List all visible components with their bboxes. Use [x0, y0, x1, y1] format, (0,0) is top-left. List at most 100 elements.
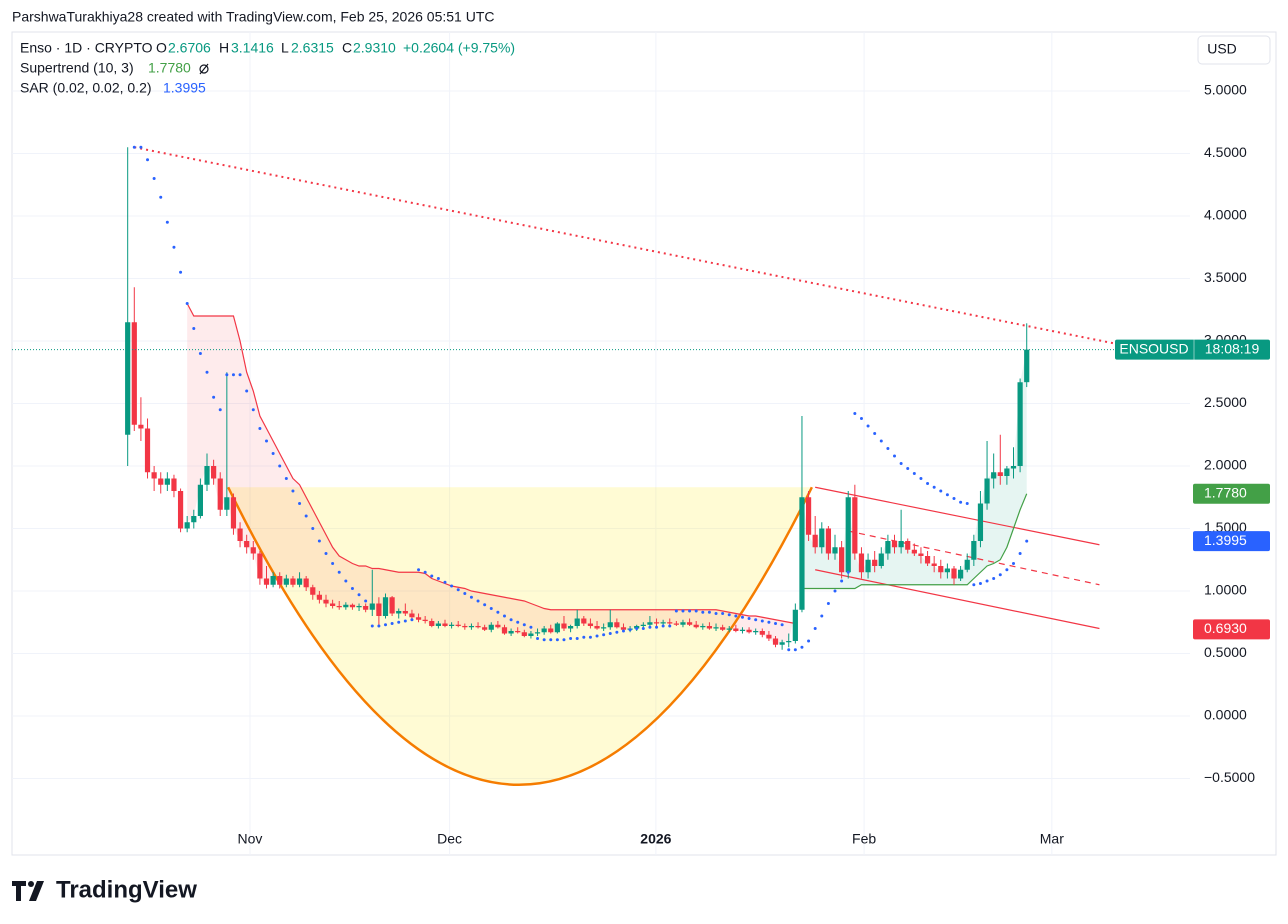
candle-body	[812, 534, 818, 548]
candle-body	[396, 611, 402, 614]
indicator-value: 1.3995	[163, 80, 206, 96]
hidden-icon[interactable]	[199, 63, 209, 75]
candle-body	[462, 626, 468, 628]
candle-body	[938, 566, 944, 573]
candle-body	[363, 606, 369, 610]
candle-body	[1017, 382, 1023, 466]
supertrend-fill	[801, 349, 1027, 589]
candle-body	[667, 622, 673, 624]
candle-body	[660, 622, 666, 624]
candle-body	[924, 556, 931, 564]
sar-dot	[912, 472, 916, 475]
candle-body	[541, 628, 547, 633]
candle-body	[951, 568, 957, 579]
x-tick-label: 2026	[640, 831, 671, 847]
sar-dot	[1018, 552, 1022, 555]
sar-dot	[740, 615, 744, 619]
indicator-name: Supertrend (10, 3)	[20, 60, 134, 76]
candle-body	[283, 578, 289, 585]
candle-body	[224, 497, 230, 510]
candle-body	[528, 633, 534, 636]
candle-body	[620, 627, 627, 630]
sar-dot	[840, 579, 844, 583]
sar-dot	[185, 302, 189, 305]
candle-body	[303, 578, 309, 588]
sar-dot	[469, 595, 473, 599]
sar-dot	[251, 408, 255, 412]
y-tick-label: 0.0000	[1204, 707, 1247, 723]
sar-dot	[516, 620, 520, 624]
sar-dot	[238, 373, 242, 377]
candle-body	[905, 541, 911, 550]
candle-body	[739, 629, 746, 631]
sar-dot	[357, 593, 361, 597]
candle-body	[415, 617, 422, 620]
sar-dot	[370, 624, 374, 628]
currency-button[interactable]	[1197, 35, 1271, 65]
sar-dot	[383, 623, 387, 627]
sar-dot	[212, 395, 216, 399]
candle-body	[944, 568, 950, 573]
candle-body	[779, 642, 785, 645]
y-tick-label: 3.5000	[1204, 269, 1247, 285]
sar-dot	[628, 628, 632, 632]
sar-dot	[873, 432, 877, 435]
candle-body	[872, 559, 878, 566]
candle-body	[713, 627, 719, 629]
ohlc-value: 3.1416	[231, 40, 274, 56]
candle-body	[984, 478, 990, 504]
candle-body	[343, 604, 349, 608]
candle-body	[977, 503, 984, 541]
sar-dot	[311, 527, 315, 530]
sar-dot	[978, 582, 982, 585]
sar-dot	[648, 625, 652, 629]
ohlc-value: 2.9310	[353, 40, 396, 56]
candle-body	[792, 609, 798, 641]
candle-body	[581, 618, 587, 624]
sar-dot	[780, 623, 784, 627]
sar-dot	[165, 220, 169, 224]
sar-dot	[939, 489, 943, 493]
y-tick-label: 2.5000	[1204, 394, 1247, 410]
footer-brand: TradingView	[56, 876, 197, 903]
candle-body	[429, 621, 435, 626]
sar-dot	[774, 622, 778, 625]
sar-dot	[298, 502, 302, 505]
candle-body	[270, 576, 276, 585]
candle-body	[753, 631, 759, 633]
sar-dot	[536, 637, 540, 640]
x-tick-label: Dec	[437, 831, 462, 847]
sar-dot	[417, 568, 421, 572]
candle-body	[680, 622, 686, 625]
candle-body	[191, 516, 197, 523]
sar-dot	[575, 637, 579, 640]
indicator-name: SAR (0.02, 0.02, 0.2)	[20, 80, 152, 96]
candle-body	[138, 424, 144, 429]
sar-dot	[139, 145, 143, 149]
sar-dot	[866, 424, 870, 428]
ohlc-label: H	[219, 40, 229, 56]
sar-dot	[906, 467, 910, 470]
sar-dot	[205, 370, 209, 374]
candle-body	[653, 622, 660, 624]
sar-dot	[443, 580, 447, 584]
candle-body	[601, 627, 607, 629]
candle-body	[336, 606, 342, 608]
sar-dot	[555, 638, 559, 642]
candle-body	[369, 603, 375, 610]
candle-body	[832, 547, 838, 554]
ohlc-value: 2.6706	[168, 40, 211, 56]
sar-dot	[760, 619, 764, 623]
candle-body	[171, 478, 177, 491]
sar-dot	[529, 625, 533, 629]
sar-dot	[945, 493, 949, 497]
candle-body	[759, 631, 765, 635]
candle-body	[515, 631, 521, 633]
candle-body	[918, 553, 924, 556]
candle-body	[1024, 349, 1030, 383]
sar-dot	[754, 618, 758, 622]
candle-body	[144, 428, 151, 473]
currency[interactable]: USD	[1207, 41, 1237, 57]
candle-body	[296, 578, 303, 585]
sar-dot	[668, 624, 672, 628]
